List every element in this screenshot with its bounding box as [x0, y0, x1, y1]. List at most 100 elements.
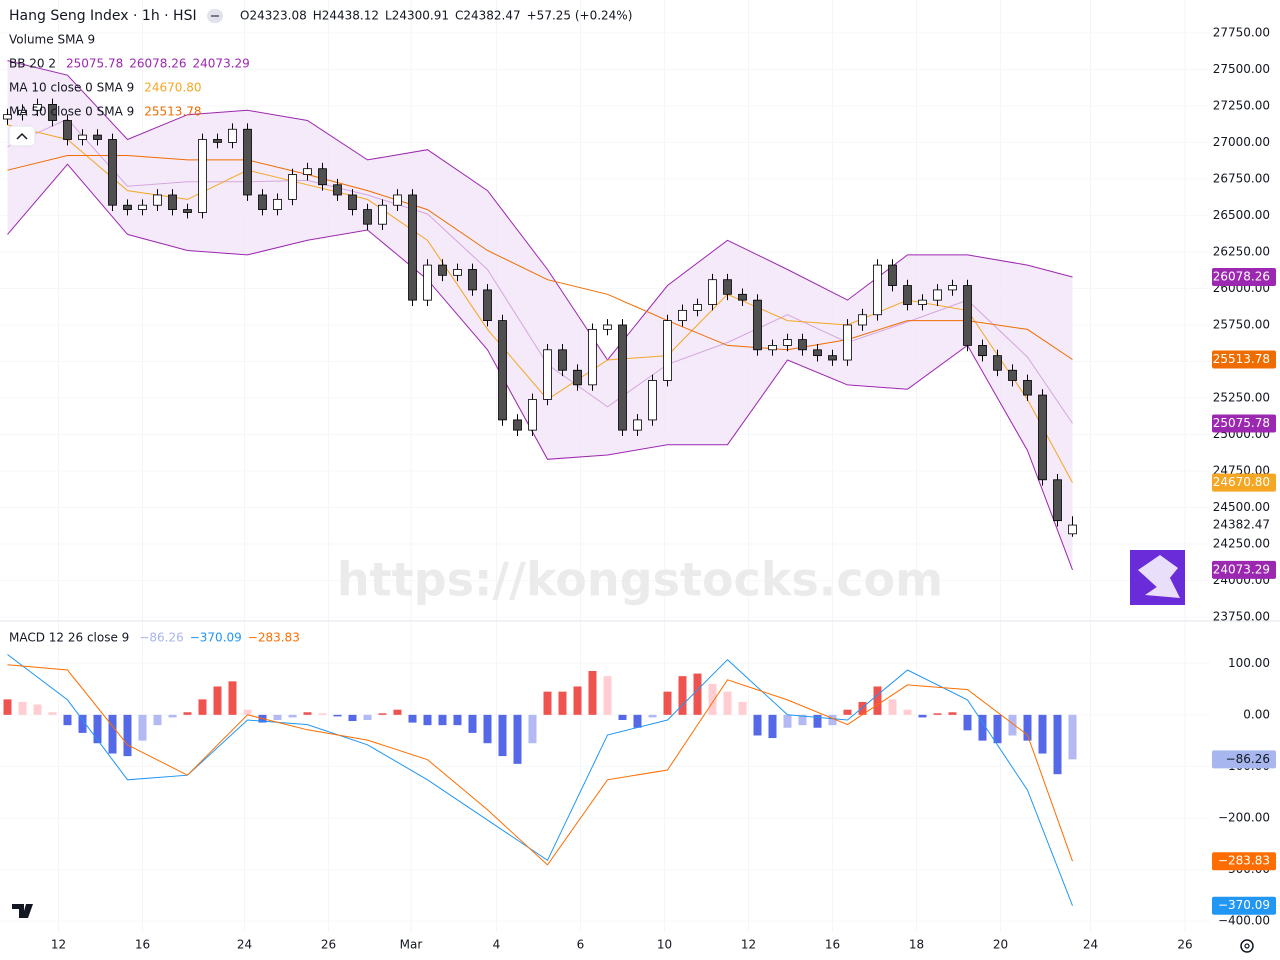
histogram-bar — [708, 683, 717, 715]
histogram-bar — [663, 691, 672, 715]
axis-layer: 12 16 24 26 Mar 4 6 10 12 16 18 20 24 26 27750.00 27500… — [51, 25, 1276, 952]
histogram-bar — [963, 714, 972, 731]
y-tick-label: 27500.00 — [1213, 62, 1270, 76]
ohlc-label: H — [313, 9, 322, 23]
histogram-bar — [783, 714, 792, 728]
y-tick-label: 23750.00 — [1213, 610, 1270, 624]
histogram-bar — [123, 714, 132, 757]
x-tick-label: 12 — [51, 938, 66, 952]
histogram-bar — [198, 699, 207, 715]
legend-layer: Volume SMA 9 BB 20 2 25075.78 26078.26 24073… — [9, 8, 632, 645]
overlay-line — [7, 60, 1073, 361]
y-tick-label: 26250.00 — [1213, 244, 1270, 258]
watermark-logo — [1130, 550, 1185, 605]
y-tick-label: 100.00 — [1228, 656, 1270, 670]
histogram-bar — [978, 714, 987, 741]
candle-body — [1038, 394, 1047, 481]
legend-value: 24073.29 — [193, 57, 250, 71]
legend-item: Volume SMA 9 — [9, 33, 95, 47]
histogram-bar — [813, 714, 822, 728]
x-tick-label: 12 — [741, 938, 756, 952]
candle-body — [573, 369, 582, 386]
candle-body — [843, 324, 852, 361]
candle-body — [693, 304, 702, 311]
histogram-bar — [3, 699, 12, 715]
y-tick-label: −400.00 — [1218, 914, 1270, 928]
candle-body — [123, 204, 132, 210]
histogram-bar — [318, 713, 327, 715]
histogram-bar — [393, 709, 402, 715]
candle-body — [903, 285, 912, 305]
histogram-bar — [483, 714, 492, 744]
candle-body — [483, 289, 492, 321]
eye-toggle[interactable] — [207, 9, 223, 23]
histogram-bar — [288, 714, 297, 718]
x-tick-label: 16 — [135, 938, 150, 952]
macd-badge-bg — [1212, 750, 1276, 769]
price-badge: 26078.26 — [1213, 270, 1270, 284]
legend-value: −283.83 — [248, 631, 300, 645]
histogram-bar — [918, 714, 927, 718]
histogram-bar — [693, 673, 702, 715]
candle-body — [333, 184, 342, 196]
histogram-bar — [1038, 714, 1047, 754]
ohlc-label: L — [385, 9, 392, 23]
histogram-bar — [333, 714, 342, 717]
candle-body — [888, 264, 897, 286]
candle-body — [753, 299, 762, 351]
candle-body — [168, 194, 177, 210]
candle-body — [783, 339, 792, 346]
candle-body — [18, 109, 27, 116]
histogram-bar — [18, 701, 27, 715]
histogram-bar — [468, 714, 477, 733]
collapse-button[interactable] — [8, 125, 36, 147]
macd-badge: −283.83 — [1218, 854, 1270, 868]
histogram-bar — [273, 714, 282, 721]
price-badge: 25075.78 — [1213, 416, 1270, 430]
macd-badge-bg — [1212, 896, 1276, 915]
legend-value: 25513.78 — [144, 105, 201, 119]
candle-body — [858, 314, 867, 326]
candle-body — [138, 204, 147, 210]
overlay-line — [7, 163, 1073, 571]
candle-body — [393, 194, 402, 206]
histogram-bar — [213, 686, 222, 715]
candle-body — [768, 345, 777, 351]
histogram-bar — [993, 714, 1002, 744]
y-tick-label: 25750.00 — [1213, 317, 1270, 331]
ohlc-value: 24323.08 — [249, 9, 306, 23]
candle-body — [993, 355, 1002, 371]
candle-body — [213, 139, 222, 143]
candle-body — [963, 285, 972, 346]
x-tick-label: 24 — [1083, 938, 1098, 952]
candle-body — [243, 128, 252, 196]
candle-body — [3, 114, 12, 120]
ohlc-label: O — [240, 9, 249, 23]
candle-body — [423, 264, 432, 301]
histogram-bar — [723, 691, 732, 715]
histogram-bar — [873, 686, 882, 715]
legend-label: MA 10 close 0 SMA 9 — [9, 81, 134, 95]
histogram-bar — [738, 701, 747, 715]
candle-body — [828, 355, 837, 361]
price-badge-bg — [1212, 350, 1276, 369]
candle-body — [408, 194, 417, 301]
candle-body — [1023, 380, 1032, 396]
histogram-bar — [753, 714, 762, 736]
x-tick-label: 24 — [237, 938, 252, 952]
macd-badge-bg — [1212, 852, 1276, 871]
legend-label: MA 50 close 0 SMA 9 — [9, 105, 134, 119]
histogram-bar — [453, 714, 462, 726]
macd-badge: −86.26 — [1226, 752, 1270, 766]
x-tick-label: 10 — [657, 938, 672, 952]
tv-logo[interactable] — [12, 904, 33, 918]
histogram-bar — [378, 713, 387, 715]
candle-body — [708, 279, 717, 305]
histogram-bar — [648, 714, 657, 718]
candle-body — [1053, 479, 1062, 522]
collapse-arrow — [16, 132, 28, 140]
histogram-bar — [603, 676, 612, 715]
histogram-bar — [558, 691, 567, 715]
settings-gear[interactable] — [1240, 939, 1254, 953]
